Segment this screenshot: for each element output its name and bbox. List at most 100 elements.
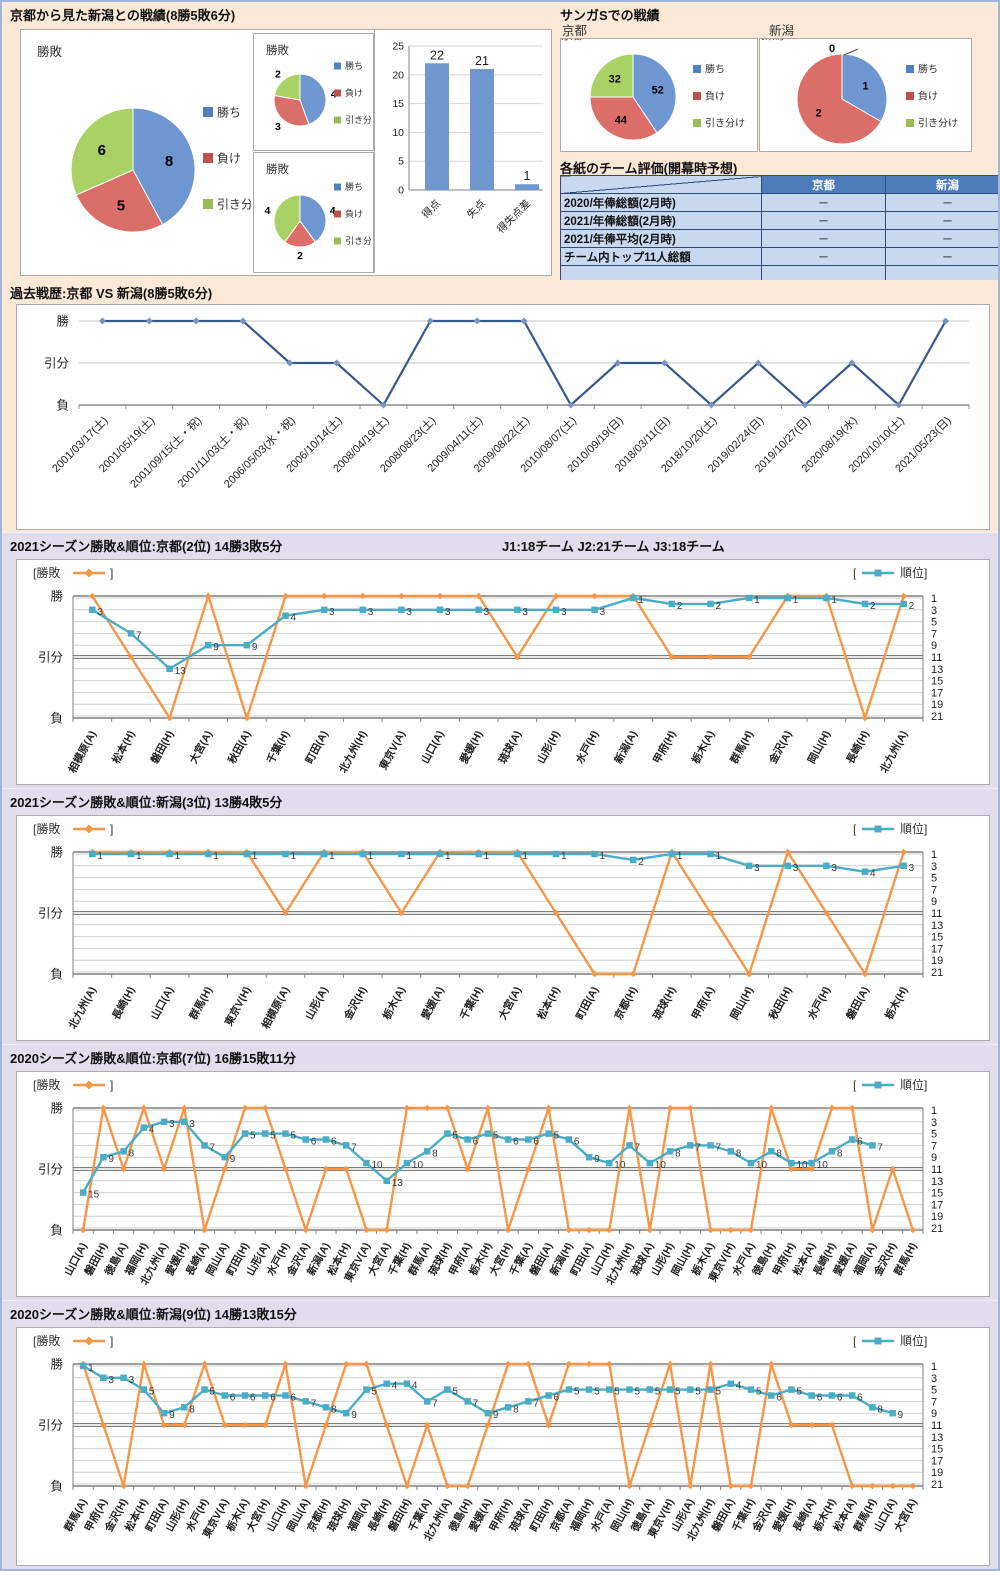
diamond-marker [504,1226,512,1234]
rank-point-label: 5 [250,1131,256,1142]
rank-point-label: 1 [213,851,219,862]
rank-point-label: 5 [574,1387,580,1398]
square-marker [79,1189,87,1196]
rank-axis-label: 5 [931,1129,937,1141]
diamond-marker [192,317,200,325]
season-2021-kyoto-title: 2021シーズン勝敗&順位:京都(2位) 14勝3敗5分 [10,539,283,554]
rank-point-label: 6 [574,1137,580,1148]
square-marker [120,1374,127,1382]
rank-axis-label: 11 [931,1164,942,1176]
diamond-marker [707,401,715,409]
rank-point-label: 3 [129,1375,135,1386]
pie-value-label: 2 [816,107,822,119]
diamond-marker [646,1226,653,1234]
diamond-marker [552,909,560,917]
diamond-marker [768,1360,775,1368]
square-marker [552,606,560,614]
diamond-marker [84,568,94,578]
diamond-marker [591,970,598,978]
team-evaluation-table: 京都 新潟 2020/年俸総額(2月時) －－ 2021/年俸総額(2月時) －－ 2021… [560,175,998,284]
pie-slice [589,96,658,141]
rank-axis-label: 19 [931,955,943,967]
square-marker [828,1392,836,1399]
rank-point-label: 3 [406,607,412,618]
opponent-xlabel: 群馬(H) [187,984,215,1022]
square-marker [342,1409,350,1417]
rank-point-label: 1 [754,595,760,606]
square-marker [869,1404,876,1411]
square-marker [89,606,96,614]
pie-title: 勝敗 [266,162,289,176]
rank-point-label: 5 [493,1131,499,1142]
rank-axis-label: 3 [931,605,937,617]
square-marker [423,1148,431,1155]
square-marker [525,1136,532,1143]
diamond-marker [900,848,907,856]
pie-value-label: 3 [275,121,281,133]
opponent-xlabel: 北九州(H) [336,728,369,775]
opponent-xlabel: 町田(A) [303,729,330,766]
square-marker [823,594,830,602]
opponent-xlabel: 琉球(A) [496,728,524,766]
opponent-xlabel: 京都(H) [612,984,640,1022]
diamond-marker [889,1165,896,1173]
opponent-xlabel: 東京V(H) [222,984,253,1028]
opponent-xlabel: 長崎(H) [109,984,137,1022]
eval-table-wrap: 京都 新潟 2020/年俸総額(2月時) －－ 2021/年俸総額(2月時) －－ 2021… [560,175,998,284]
square-marker [591,850,598,858]
rank-point-label: 8 [513,1404,519,1415]
chart-text: 順位] [900,1333,927,1348]
table-value-cell [885,265,998,284]
square-marker [565,1386,573,1393]
pie-slice [273,194,301,243]
diamond-marker [520,317,528,325]
rank-point-label: 5 [675,1387,681,1398]
opponent-xlabel: 山形(H) [534,728,562,766]
rank-axis-label: 19 [931,1467,943,1479]
results-series-line [92,849,905,977]
rank-point-label: 1 [252,851,258,862]
square-marker [745,594,753,602]
rank-axis-label: 21 [931,1223,943,1235]
rank-point-label: 1 [638,595,644,606]
rank-point-label: 1 [484,851,490,862]
diamond-marker [286,359,294,367]
diamond-marker [243,714,251,722]
diamond-marker [398,909,405,917]
diamond-marker [514,653,521,661]
opponent-xlabel: 水戸(H) [804,984,833,1022]
rank-point-label: 5 [716,1387,722,1398]
square-marker [140,1124,148,1131]
diamond-marker [436,592,444,600]
pie-value-label: 2 [275,68,281,80]
square-marker [322,1136,330,1143]
pie-value-label: 44 [615,115,628,127]
rank-point-label: 8 [837,1148,843,1159]
rank-point-label: 10 [796,1160,808,1171]
diamond-marker [525,1360,532,1368]
rank-point-label: 1 [716,851,722,862]
diamond-marker [525,1165,532,1173]
result-axis-label: 引分 [38,1163,63,1177]
chart-box-2020-kyoto: [勝敗][順位] 1 3 5 7 9 11 13 15 17 19 21 勝引分負 15 9 8 4 3 3 7 9 5 5… [16,1071,990,1297]
rank-point-label: 5 [695,1387,701,1398]
rank-point-label: 6 [270,1393,276,1404]
rank-point-label: 10 [371,1160,383,1171]
pie-value-label: 32 [609,74,621,86]
rank-point-label: 6 [776,1393,782,1404]
square-marker [181,1118,188,1126]
diamond-marker [895,401,903,409]
square-marker [100,1153,107,1161]
square-marker [808,1392,815,1399]
square-marker [120,1148,127,1155]
diamond-marker [745,653,753,661]
rank-axis-label: 3 [931,1117,937,1129]
diamond-marker [221,1165,228,1173]
rank-point-label: 3 [484,607,490,618]
diamond-marker [262,1104,269,1112]
bar-ytick: 10 [392,127,404,139]
rank-point-label: 3 [108,1375,114,1386]
pie-value-label: 5 [117,197,125,214]
